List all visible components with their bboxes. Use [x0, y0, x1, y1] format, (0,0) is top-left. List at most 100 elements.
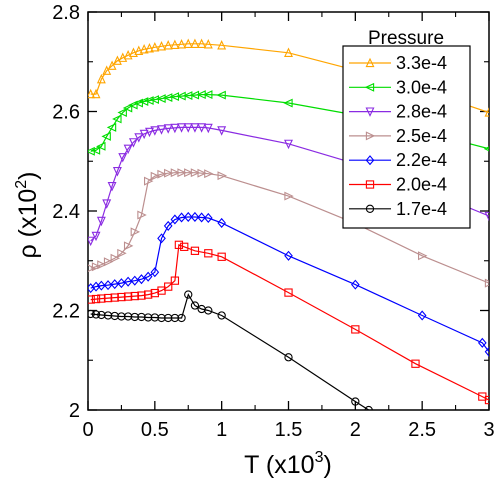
axis-ticks: 0 0.5 1 1.5 2 2.5 3 2 2.2 2.4 2.6 2.8 — [52, 2, 494, 441]
data-point — [351, 397, 360, 406]
legend-marker — [365, 131, 376, 141]
data-point — [190, 211, 200, 223]
data-point — [130, 275, 140, 286]
data-point — [101, 131, 111, 141]
data-point — [96, 141, 106, 151]
data-point — [217, 40, 227, 50]
data-point — [112, 114, 122, 124]
data-point — [184, 290, 193, 299]
data-point — [197, 38, 207, 48]
data-point — [170, 168, 181, 178]
data-point — [103, 257, 114, 267]
legend-title: Pressure — [368, 28, 444, 49]
data-point — [88, 236, 96, 247]
legend-marker — [365, 107, 375, 117]
y-axis-label: ρ (x102) — [13, 171, 42, 258]
data-point — [197, 168, 207, 178]
data-point — [150, 267, 160, 278]
data-point — [107, 60, 117, 70]
legend-marker — [365, 180, 375, 189]
data-point — [190, 246, 200, 255]
data-point — [110, 279, 120, 290]
x-axis-label: T (x103) — [244, 449, 332, 479]
data-point — [164, 168, 174, 178]
y-axis-label-exponent: 2 — [13, 180, 30, 189]
data-point — [418, 251, 428, 261]
legend-marker — [365, 204, 375, 213]
legend-item: 2.5e-4 — [349, 126, 447, 146]
data-point — [137, 210, 147, 220]
data-point — [110, 253, 121, 263]
legend-item: 2.8e-4 — [349, 102, 447, 122]
data-point — [190, 168, 201, 178]
legend: Pressure 3.3e-4 3.0e-4 2.8e-4 2.5e-4 2.2e-4 2… — [342, 28, 471, 229]
data-point — [484, 107, 489, 117]
data-point — [477, 337, 487, 348]
data-point — [150, 126, 160, 136]
data-point — [217, 126, 227, 136]
data-point — [164, 282, 173, 291]
data-point — [180, 242, 189, 251]
data-point — [183, 123, 193, 133]
series-2.2e-4 — [88, 211, 489, 357]
data-point — [157, 169, 167, 179]
data-point — [117, 108, 127, 117]
legend-item: 2.2e-4 — [349, 150, 447, 170]
data-point — [190, 38, 200, 48]
data-point — [203, 123, 213, 134]
data-point — [190, 123, 200, 133]
series-layer — [88, 38, 489, 410]
legend-label: 3.3e-4 — [396, 53, 447, 73]
data-point — [157, 41, 166, 51]
data-point — [91, 310, 101, 319]
data-point — [203, 39, 213, 49]
series-line — [90, 216, 489, 353]
data-point — [217, 217, 226, 228]
data-point — [157, 233, 166, 244]
data-point — [145, 127, 154, 138]
x-tick-label: 2.5 — [408, 419, 436, 441]
data-point — [284, 250, 293, 261]
data-point — [204, 169, 214, 179]
data-point — [123, 144, 133, 155]
data-point — [484, 395, 489, 405]
data-point — [88, 88, 96, 99]
y-tick-label: 2.8 — [52, 2, 80, 24]
data-point — [91, 294, 101, 304]
data-point — [203, 212, 213, 224]
data-point — [177, 123, 187, 133]
y-tick-label: 2.4 — [52, 201, 80, 223]
data-point — [130, 227, 141, 237]
data-point — [137, 274, 146, 285]
legend-label: 2.5e-4 — [396, 126, 447, 146]
data-point — [88, 295, 95, 304]
legend-label: 3.0e-4 — [396, 77, 447, 97]
data-point — [102, 65, 112, 75]
data-point — [203, 90, 213, 100]
data-point — [170, 123, 180, 134]
data-point — [103, 280, 113, 291]
data-point — [96, 73, 106, 84]
x-tick-label: 0.5 — [141, 419, 169, 441]
data-point — [284, 139, 293, 150]
data-point — [204, 249, 213, 258]
data-point — [91, 262, 102, 272]
data-point — [123, 276, 133, 287]
data-point — [216, 90, 226, 100]
data-point — [183, 38, 193, 48]
data-point — [190, 301, 200, 310]
data-point — [134, 45, 144, 55]
data-point — [102, 199, 112, 209]
legend-marker — [365, 155, 375, 166]
x-tick-label: 1.5 — [275, 419, 303, 441]
data-point — [351, 325, 360, 334]
data-point — [184, 168, 194, 178]
legend-items: 3.3e-4 3.0e-4 2.8e-4 2.5e-4 2.2e-4 2.0e-4 1.7e… — [349, 53, 447, 219]
data-point — [170, 214, 180, 225]
data-point — [217, 171, 227, 181]
series-3.0e-4 — [88, 90, 489, 156]
data-point — [88, 309, 95, 319]
y-tick-label: 2 — [69, 400, 80, 422]
legend-label: 2.0e-4 — [396, 175, 447, 195]
